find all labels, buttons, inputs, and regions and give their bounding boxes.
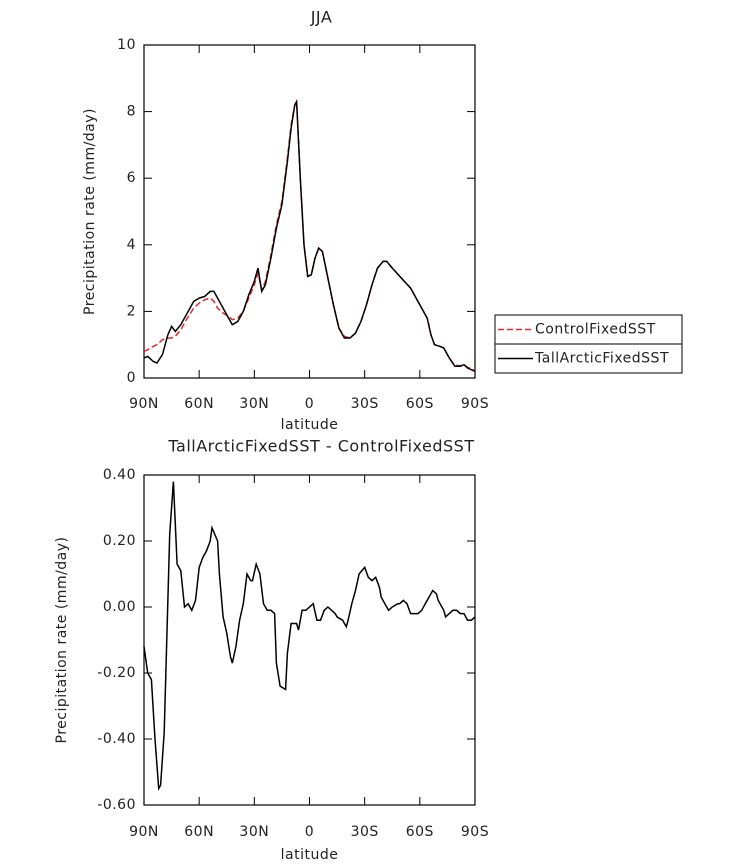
- x-tick-label: 30N: [239, 396, 269, 412]
- x-tick-label: 30S: [351, 824, 379, 840]
- chart-title: JJA: [310, 8, 333, 27]
- x-tick-label: 30S: [351, 396, 379, 412]
- y-tick-label: 0.20: [103, 533, 136, 549]
- legend-label: TallArcticFixedSST: [534, 351, 669, 367]
- x-tick-label: 90S: [461, 824, 489, 840]
- y-tick-label: 8: [127, 104, 136, 120]
- y-tick-label: 6: [127, 170, 136, 186]
- y-tick-label: 2: [127, 303, 136, 319]
- y-tick-label: 4: [127, 237, 136, 253]
- y-tick-label: -0.20: [97, 665, 136, 681]
- plot-frame: [143, 474, 476, 806]
- y-tick-label: -0.40: [97, 731, 136, 747]
- chart-title: TallArcticFixedSST - ControlFixedSST: [167, 437, 474, 456]
- x-tick-label: 60S: [406, 824, 434, 840]
- y-axis-label: Precipitation rate (mm/day): [82, 108, 98, 315]
- y-tick-label: 10: [117, 37, 136, 53]
- y-tick-label: 0.40: [103, 467, 136, 483]
- data-line: [143, 98, 476, 372]
- x-tick-label: 90S: [461, 396, 489, 412]
- y-axis-label: Precipitation rate (mm/day): [54, 536, 70, 743]
- x-tick-label: 0: [305, 396, 314, 412]
- x-tick-label: 60N: [184, 396, 214, 412]
- y-tick-label: 0: [127, 370, 136, 386]
- x-tick-label: 0: [305, 824, 314, 840]
- y-tick-label: 0.00: [103, 599, 136, 615]
- x-axis-label: latitude: [281, 417, 339, 433]
- x-axis-label: latitude: [281, 847, 339, 863]
- y-tick-label: -0.60: [97, 797, 136, 813]
- data-line: [143, 98, 476, 372]
- legend-label: ControlFixedSST: [535, 322, 656, 338]
- x-tick-label: 60N: [184, 824, 214, 840]
- x-tick-label: 90N: [129, 824, 159, 840]
- x-tick-label: 60S: [406, 396, 434, 412]
- x-tick-label: 90N: [129, 396, 159, 412]
- plot-frame: [143, 44, 476, 379]
- data-line: [143, 481, 476, 791]
- x-tick-label: 30N: [239, 824, 269, 840]
